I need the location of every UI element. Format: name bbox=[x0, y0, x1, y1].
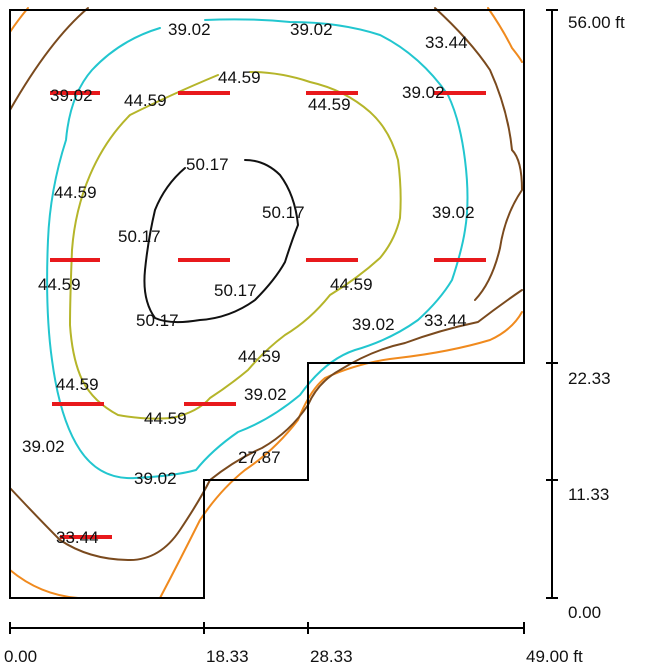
contour-label: 44.59 bbox=[330, 275, 373, 294]
contour-44-59 bbox=[69, 71, 402, 420]
y-tick-label: 0.00 bbox=[568, 603, 601, 622]
contour-label: 39.02 bbox=[432, 203, 475, 222]
x-tick-label: 18.33 bbox=[206, 647, 249, 666]
x-tick-label: 28.33 bbox=[310, 647, 353, 666]
y-tick-label: 11.33 bbox=[568, 485, 609, 504]
contour-label: 27.87 bbox=[238, 448, 281, 467]
contour-label: 39.02 bbox=[50, 86, 93, 105]
contour-label: 50.17 bbox=[262, 203, 305, 222]
contour-27-87-top bbox=[487, 7, 523, 63]
y-tick-label: 56.00 ft bbox=[568, 13, 625, 32]
contour-label: 44.59 bbox=[56, 375, 99, 394]
contour-27-87-left bbox=[9, 7, 29, 33]
contour-label: 39.02 bbox=[168, 20, 211, 39]
contour-label: 50.17 bbox=[186, 155, 229, 174]
contour-label: 33.44 bbox=[425, 33, 468, 52]
contour-27-87-outer bbox=[9, 569, 79, 599]
contour-39-02 bbox=[46, 18, 469, 480]
contour-label: 33.44 bbox=[56, 528, 99, 547]
x-tick-label: 49.00 ft bbox=[526, 647, 583, 666]
contour-label: 44.59 bbox=[124, 91, 167, 110]
contours bbox=[9, 7, 523, 599]
contour-labels: 39.02 39.02 33.44 44.59 39.02 44.59 44.5… bbox=[22, 20, 475, 547]
luminaires bbox=[50, 91, 486, 539]
contour-label: 33.44 bbox=[424, 311, 467, 330]
contour-33-44-right bbox=[434, 7, 523, 301]
contour-label: 50.17 bbox=[214, 281, 257, 300]
contour-33-44-left bbox=[9, 7, 89, 111]
contour-label: 44.59 bbox=[218, 68, 261, 87]
room-outline bbox=[9, 9, 525, 599]
contour-label: 39.02 bbox=[22, 437, 65, 456]
contour-label: 39.02 bbox=[402, 83, 445, 102]
contour-27-87-notch bbox=[159, 311, 523, 599]
contour-label: 39.02 bbox=[352, 315, 395, 334]
contour-label: 44.59 bbox=[238, 347, 281, 366]
contour-label: 44.59 bbox=[308, 95, 351, 114]
contour-label: 50.17 bbox=[118, 227, 161, 246]
y-tick-label: 22.33 bbox=[568, 369, 611, 388]
contour-label: 39.02 bbox=[290, 20, 333, 39]
contour-label: 39.02 bbox=[134, 469, 177, 488]
y-dimension-axis: 56.00 ft 22.33 11.33 0.00 bbox=[546, 9, 625, 622]
contour-label: 44.59 bbox=[54, 183, 97, 202]
contour-label: 44.59 bbox=[38, 275, 81, 294]
contour-50-17 bbox=[143, 159, 299, 324]
x-dimension-axis: 0.00 18.33 28.33 49.00 ft bbox=[4, 622, 583, 666]
contour-33-44-main bbox=[9, 289, 523, 561]
contour-label: 39.02 bbox=[244, 385, 287, 404]
contour-label: 50.17 bbox=[136, 311, 179, 330]
contour-label: 44.59 bbox=[144, 409, 187, 428]
x-tick-label: 0.00 bbox=[4, 647, 37, 666]
